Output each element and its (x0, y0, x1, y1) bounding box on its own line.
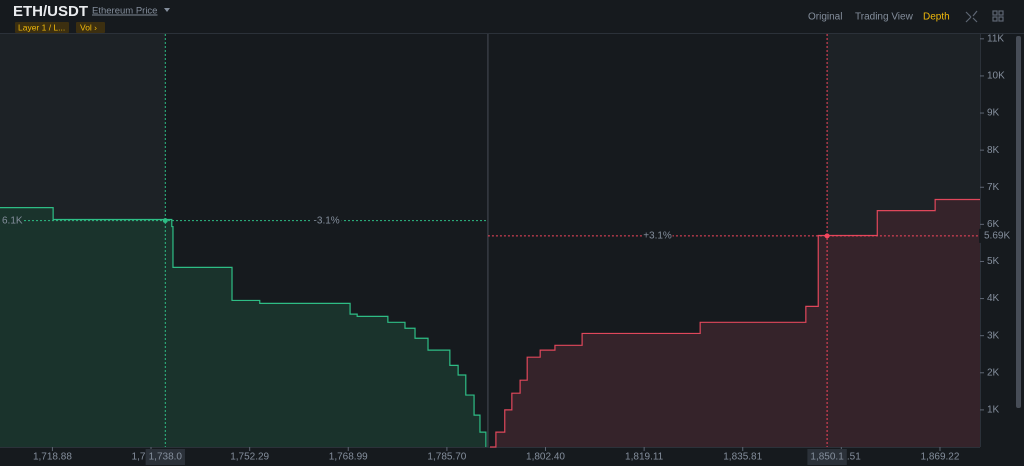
depth-area (490, 199, 980, 447)
crosshair-x-label: 1,850.1 (810, 452, 844, 463)
y-tick-label: 10K (987, 71, 1005, 82)
y-tick-label: 7K (987, 182, 1000, 193)
price-link[interactable]: Ethereum Price (92, 6, 157, 17)
crosshair-x-bg (807, 449, 847, 465)
x-tick-label: 1,768.99 (329, 452, 368, 463)
layout-icon[interactable] (992, 10, 1004, 22)
depth-line (490, 198, 980, 448)
crosshair-y-label: 6.1K (2, 215, 23, 226)
crosshair-x-label: 1,738.0 (149, 452, 183, 463)
tag[interactable]: Layer 1 / L... (18, 22, 65, 32)
x-tick-label: 1,752.29 (230, 452, 269, 463)
change-label: -3.1% (314, 215, 340, 226)
x-tick-label: 1,785.70 (427, 452, 466, 463)
y-tick-label: 2K (987, 367, 1000, 378)
y-tick-label: 5K (987, 256, 1000, 267)
x-tick-label: 1,869.22 (921, 452, 960, 463)
change-bg (642, 229, 673, 242)
change-bg (311, 214, 342, 227)
crosshair-dot (162, 218, 168, 224)
dropdown-arrow[interactable] (164, 8, 170, 12)
y-tick-label: 6K (987, 219, 1000, 230)
crosshair-x-bg (145, 449, 185, 465)
scrollbar (1016, 36, 1021, 408)
crosshair-y-bg (0, 213, 24, 228)
header-bar (0, 0, 1024, 33)
collapse-icon[interactable] (965, 10, 978, 23)
depth-line (0, 207, 487, 447)
tag-bg (15, 22, 69, 33)
y-tick-label: 4K (987, 293, 1000, 304)
crosshair-dot (824, 233, 830, 239)
crosshair-y-bg (979, 228, 1011, 243)
tag-bg (76, 22, 105, 33)
pair-title: ETH/USDT (13, 3, 88, 20)
x-tick-label: 1,835.81 (723, 452, 762, 463)
y-tick-label: 9K (987, 108, 1000, 119)
y-tick-label: 11K (987, 33, 1004, 44)
x-tick-label: 1,819.11 (625, 452, 664, 463)
plot: 1K2K3K4K5K6K7K8K9K10K11K1,718.881,735.58… (0, 33, 1011, 465)
y-tick-label: 8K (987, 145, 1000, 156)
change-label: +3.1% (643, 231, 672, 242)
view-tab[interactable]: Original (808, 12, 842, 23)
depth-area (0, 207, 486, 447)
view-tab[interactable]: Depth (923, 12, 950, 23)
y-tick-label: 3K (987, 330, 1000, 341)
x-tick-label: 1,802.40 (526, 452, 565, 463)
view-tab[interactable]: Trading View (855, 12, 914, 23)
tag[interactable]: Vol › (80, 22, 97, 32)
y-tick-label: 1K (987, 405, 1000, 416)
x-tick-label: 1,718.88 (33, 452, 72, 463)
crosshair-y-label: 5.69K (984, 231, 1010, 242)
